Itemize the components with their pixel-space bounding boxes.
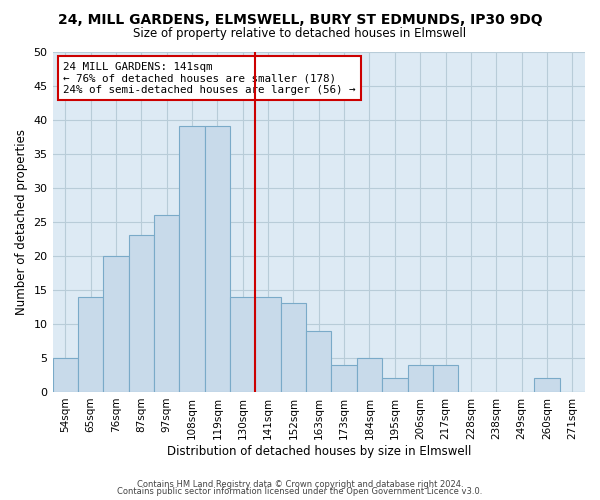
Bar xyxy=(357,358,382,392)
Bar xyxy=(154,215,179,392)
Bar xyxy=(128,236,154,392)
Bar xyxy=(433,364,458,392)
Bar xyxy=(205,126,230,392)
Bar xyxy=(78,296,103,392)
Bar xyxy=(407,364,433,392)
Y-axis label: Number of detached properties: Number of detached properties xyxy=(15,128,28,314)
Text: 24 MILL GARDENS: 141sqm
← 76% of detached houses are smaller (178)
24% of semi-d: 24 MILL GARDENS: 141sqm ← 76% of detache… xyxy=(63,62,356,95)
Text: Contains public sector information licensed under the Open Government Licence v3: Contains public sector information licen… xyxy=(118,488,482,496)
Text: 24, MILL GARDENS, ELMSWELL, BURY ST EDMUNDS, IP30 9DQ: 24, MILL GARDENS, ELMSWELL, BURY ST EDMU… xyxy=(58,12,542,26)
Text: Size of property relative to detached houses in Elmswell: Size of property relative to detached ho… xyxy=(133,28,467,40)
Bar xyxy=(382,378,407,392)
Bar xyxy=(256,296,281,392)
Bar xyxy=(306,330,331,392)
Bar xyxy=(103,256,128,392)
Bar xyxy=(331,364,357,392)
Bar xyxy=(230,296,256,392)
X-axis label: Distribution of detached houses by size in Elmswell: Distribution of detached houses by size … xyxy=(167,444,471,458)
Bar xyxy=(534,378,560,392)
Bar xyxy=(179,126,205,392)
Bar xyxy=(281,304,306,392)
Text: Contains HM Land Registry data © Crown copyright and database right 2024.: Contains HM Land Registry data © Crown c… xyxy=(137,480,463,489)
Bar xyxy=(53,358,78,392)
